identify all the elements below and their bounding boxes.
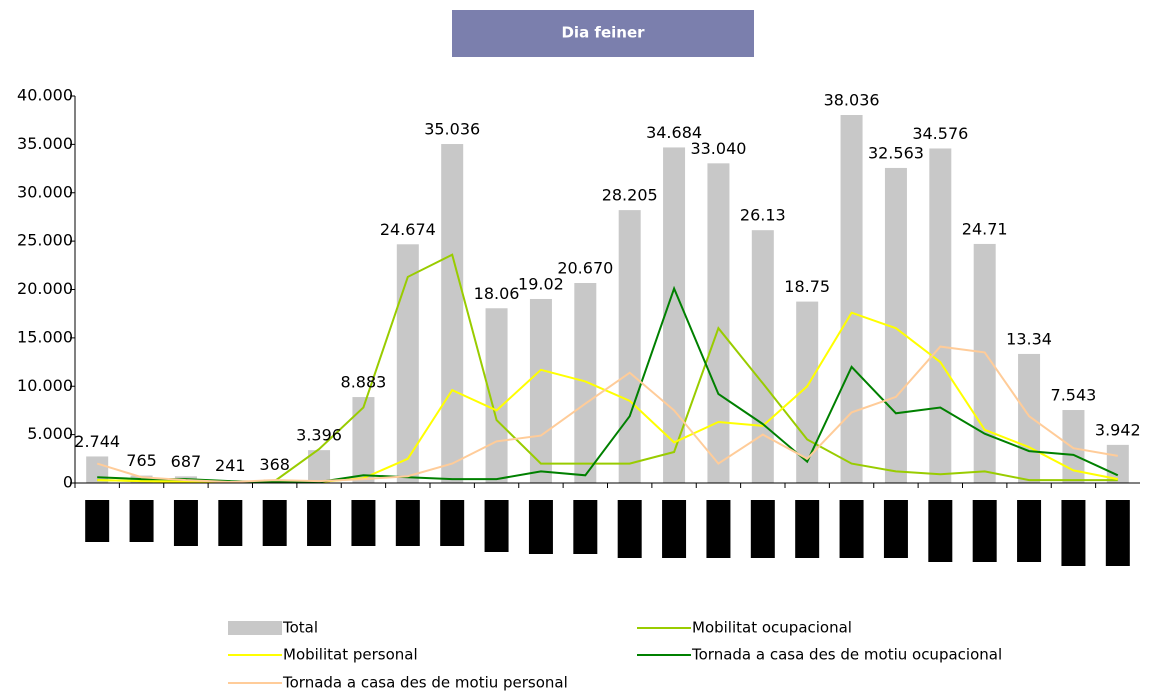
data-label: 33.040 bbox=[690, 139, 746, 158]
data-label: 2.744 bbox=[74, 432, 120, 451]
data-label: 3.396 bbox=[296, 426, 342, 445]
data-label: 13.34 bbox=[1006, 329, 1052, 348]
y-tick-label: 30.000 bbox=[17, 182, 73, 201]
data-label: 687 bbox=[171, 452, 202, 471]
bar bbox=[973, 243, 996, 483]
data-label: 20.670 bbox=[557, 259, 613, 278]
category-label-box bbox=[706, 500, 731, 558]
category-label-box bbox=[972, 500, 997, 562]
y-tick-label: 0 bbox=[63, 473, 73, 492]
chart-title: Dia feiner bbox=[561, 24, 645, 42]
data-label: 241 bbox=[215, 456, 246, 475]
legend-label: Tornada a casa des de motiu ocupacional bbox=[691, 646, 1002, 664]
title-box bbox=[452, 10, 754, 57]
series-line bbox=[97, 285, 1119, 483]
category-label-box bbox=[1105, 500, 1130, 566]
data-label: 19.02 bbox=[518, 274, 564, 293]
category-label-box bbox=[218, 500, 243, 546]
y-tick-label: 10.000 bbox=[17, 376, 73, 395]
category-label-box bbox=[129, 500, 154, 542]
category-label-box bbox=[307, 500, 332, 546]
data-label: 26.13 bbox=[740, 206, 786, 225]
bar bbox=[751, 230, 774, 483]
category-label-box bbox=[795, 500, 820, 558]
category-label-box bbox=[928, 500, 953, 562]
legend-swatch bbox=[228, 621, 282, 635]
category-label-box bbox=[484, 500, 509, 552]
legend-label: Tornada a casa des de motiu personal bbox=[282, 674, 568, 692]
data-label: 368 bbox=[259, 455, 290, 474]
data-label: 34.576 bbox=[912, 124, 968, 143]
data-label: 18.75 bbox=[784, 277, 830, 296]
data-label: 18.06 bbox=[474, 284, 520, 303]
legend-label: Total bbox=[282, 619, 318, 637]
data-label: 28.205 bbox=[602, 186, 658, 205]
bar bbox=[308, 450, 331, 483]
data-label: 32.563 bbox=[868, 143, 924, 162]
series-line bbox=[97, 253, 1118, 484]
series-line bbox=[96, 345, 1118, 484]
bar bbox=[707, 163, 730, 483]
bar bbox=[618, 210, 641, 483]
category-label-box bbox=[883, 500, 908, 558]
category-label-box bbox=[662, 500, 687, 558]
y-tick-label: 5.000 bbox=[27, 424, 73, 443]
bar bbox=[796, 301, 819, 483]
y-tick-label: 40.000 bbox=[17, 86, 73, 105]
bar bbox=[884, 167, 907, 483]
bar bbox=[1062, 410, 1085, 483]
data-label: 24.71 bbox=[962, 219, 1008, 238]
y-tick-label: 15.000 bbox=[17, 327, 73, 346]
category-label-box bbox=[173, 500, 198, 546]
bar bbox=[441, 144, 464, 483]
bar bbox=[929, 148, 952, 483]
bar bbox=[485, 308, 508, 483]
data-label: 34.684 bbox=[646, 123, 702, 142]
category-label-box bbox=[573, 500, 598, 554]
category-label-box bbox=[528, 500, 553, 554]
data-label: 7.543 bbox=[1051, 386, 1097, 405]
data-label: 24.674 bbox=[380, 220, 436, 239]
data-label: 765 bbox=[126, 451, 157, 470]
bar bbox=[1018, 353, 1041, 483]
bar bbox=[840, 115, 863, 483]
data-label: 8.883 bbox=[341, 373, 387, 392]
data-label: 38.036 bbox=[824, 91, 880, 110]
category-label-box bbox=[1061, 500, 1086, 566]
category-label-box bbox=[395, 500, 420, 546]
category-label-box bbox=[351, 500, 376, 546]
bar bbox=[352, 397, 375, 483]
category-label-box bbox=[839, 500, 864, 558]
data-label: 3.942 bbox=[1095, 420, 1141, 439]
bar bbox=[574, 283, 597, 483]
y-tick-label: 25.000 bbox=[17, 231, 73, 250]
legend-label: Mobilitat personal bbox=[283, 646, 418, 664]
category-label-box bbox=[440, 500, 465, 546]
y-tick-label: 35.000 bbox=[17, 134, 73, 153]
y-tick-label: 20.000 bbox=[17, 279, 73, 298]
series-line bbox=[97, 311, 1118, 483]
category-label-box bbox=[1017, 500, 1042, 562]
category-label-box bbox=[750, 500, 775, 558]
bar bbox=[663, 147, 686, 483]
bar bbox=[86, 456, 109, 483]
category-label-box bbox=[262, 500, 287, 546]
legend-label: Mobilitat ocupacional bbox=[692, 619, 852, 637]
bar bbox=[396, 244, 419, 483]
category-label-box bbox=[85, 500, 110, 542]
category-label-box bbox=[617, 500, 642, 558]
data-label: 35.036 bbox=[424, 120, 480, 139]
